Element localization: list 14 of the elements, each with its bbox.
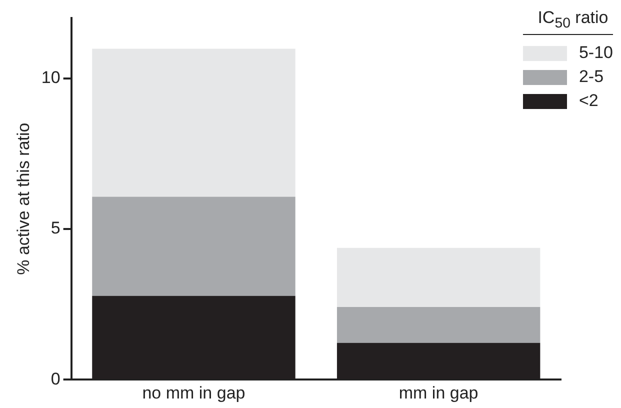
y-tick-label: 0 [50,369,60,388]
bar [336,248,540,307]
legend-label: 5-10 [578,43,613,64]
legend-title: IC$_{50}$ ratio [522,8,613,36]
x-tick-label: no mm in gap [142,383,246,402]
legend-label: <2 [578,91,598,112]
y-tick-label: 10 [41,68,60,87]
bar [92,196,296,296]
y-tick-label: 5 [50,218,60,238]
y-axis-title: % active at this ratio [14,122,33,275]
bar [92,48,296,197]
x-tick-label: mm in gap [398,383,478,402]
legend-label: 2-5 [578,67,604,88]
bar [336,306,540,343]
